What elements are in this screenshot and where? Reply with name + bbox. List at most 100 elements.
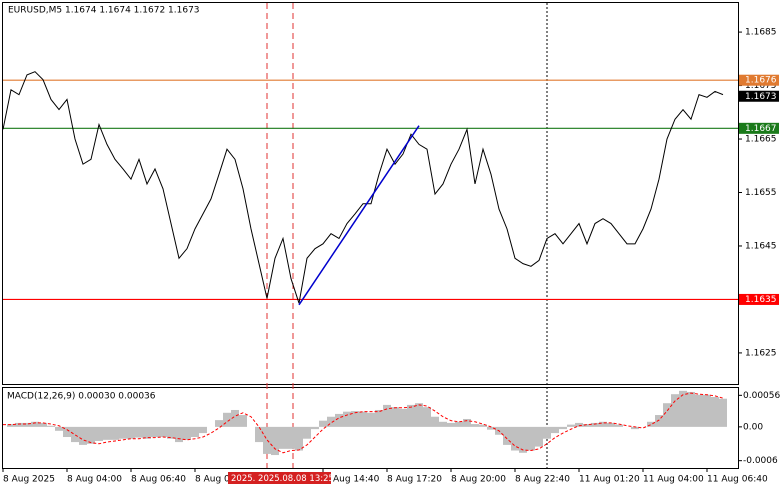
macd-bar (471, 424, 479, 427)
macd-bar (559, 426, 567, 430)
macd-bar (383, 404, 391, 427)
chart-title: EURUSD,M5 1.1674 1.1674 1.1672 1.1673 (8, 6, 200, 16)
macd-bar (287, 426, 295, 449)
macd-bar (351, 411, 359, 427)
macd-bar (431, 416, 439, 427)
macd-bar (423, 407, 431, 427)
macd-bar (511, 426, 519, 451)
macd-bar (79, 426, 87, 445)
x-tick-label: 8 Aug 2025 (3, 475, 55, 485)
y-tick-label: 1.1655 (745, 188, 777, 198)
macd-bar (47, 425, 55, 427)
macd-bar (327, 416, 335, 427)
macd-bar (719, 398, 727, 427)
y-tick-label: 1.1675 (745, 81, 777, 91)
macd-bar (399, 408, 407, 427)
macd-bar (23, 422, 31, 427)
macd-bar (183, 426, 191, 440)
macd-bar (55, 426, 63, 431)
plot-layer (2, 71, 738, 456)
macd-bar (31, 421, 39, 427)
macd-bar (671, 394, 679, 427)
level-label: 1.1676 (745, 76, 777, 86)
macd-bar (271, 426, 279, 456)
macd-bar (39, 422, 47, 427)
price-line (2, 71, 724, 304)
macd-bar (127, 426, 135, 439)
macd-bar (647, 421, 655, 427)
y-tick-label: 1.1625 (745, 348, 777, 358)
x-tick-label: 8 Aug 06:40 (131, 475, 186, 485)
macd-bar (167, 426, 175, 439)
macd-bar (591, 422, 599, 427)
x-tick-label: 8 Aug 20:00 (451, 475, 506, 485)
y-tick-label: 0.00056 (743, 391, 780, 401)
macd-bar (159, 426, 167, 438)
macd-bar (567, 424, 575, 427)
macd-bar (303, 426, 311, 439)
macd-bar (439, 421, 447, 427)
price-panel (2, 2, 739, 385)
macd-bar (119, 426, 127, 439)
level-label-box (739, 293, 779, 305)
last-price-label: 1.1673 (745, 92, 777, 102)
macd-bar (143, 426, 151, 439)
macd-bar (15, 422, 23, 427)
macd-bar (615, 424, 623, 427)
macd-bar (687, 391, 695, 427)
macd-bar (679, 390, 687, 427)
macd-bar (487, 426, 495, 430)
x-tick-label: 8 Aug 22:40 (515, 475, 570, 485)
y-tick-label: 1.1645 (745, 241, 777, 251)
macd-bar (535, 426, 543, 447)
macd-bar (711, 397, 719, 427)
macd-bar (95, 426, 103, 441)
level-label: 1.1635 (745, 295, 777, 305)
macd-bar (599, 421, 607, 427)
macd-bar (551, 426, 559, 434)
macd-bar (7, 424, 15, 427)
macd-bar (151, 426, 159, 438)
macd-bar (223, 412, 231, 427)
macd-bar (663, 403, 671, 427)
macd-bar (103, 426, 111, 440)
macd-bar (367, 412, 375, 427)
macd-bar (655, 415, 663, 427)
macd-bar (543, 426, 551, 439)
macd-bar (447, 422, 455, 427)
level-label-box (739, 122, 779, 134)
macd-bar (527, 426, 535, 451)
x-tick-label: 11 Aug 04:00 (643, 475, 704, 485)
macd-bar (463, 418, 471, 427)
macd-bar (415, 403, 423, 427)
macd-bar (199, 426, 207, 434)
macd-bar (335, 413, 343, 427)
macd-bar (583, 424, 591, 427)
macd-bar (135, 426, 143, 438)
macd-bar (391, 407, 399, 427)
y-tick-label: 1.1685 (745, 28, 777, 38)
x-tick-label: 8 Aug 04:00 (67, 475, 122, 485)
macd-bar (311, 426, 319, 430)
macd-bar (359, 411, 367, 427)
macd-bar (703, 394, 711, 427)
x-tick-label: 8 Aug 0 (195, 475, 230, 485)
macd-panel (2, 387, 739, 469)
macd-bar (191, 426, 199, 438)
level-label: 1.1667 (745, 124, 777, 134)
macd-bar (175, 426, 183, 443)
x-tick-label: 11 Aug 01:20 (579, 475, 640, 485)
macd-bar (231, 409, 239, 427)
x-tick-label: 8 Aug 17:20 (387, 475, 442, 485)
macd-bar (111, 426, 119, 440)
macd-bar (607, 422, 615, 427)
macd-bar (407, 404, 415, 427)
macd-bar (239, 415, 247, 427)
macd-bar (631, 426, 639, 430)
y-tick-label: 0.00 (743, 422, 763, 432)
x-tick-label: Aug 14:40 (333, 475, 380, 485)
cursor-label-box (228, 472, 331, 484)
macd-title: MACD(12,26,9) 0.00030 0.00036 (7, 392, 156, 402)
macd-bar (575, 422, 583, 427)
